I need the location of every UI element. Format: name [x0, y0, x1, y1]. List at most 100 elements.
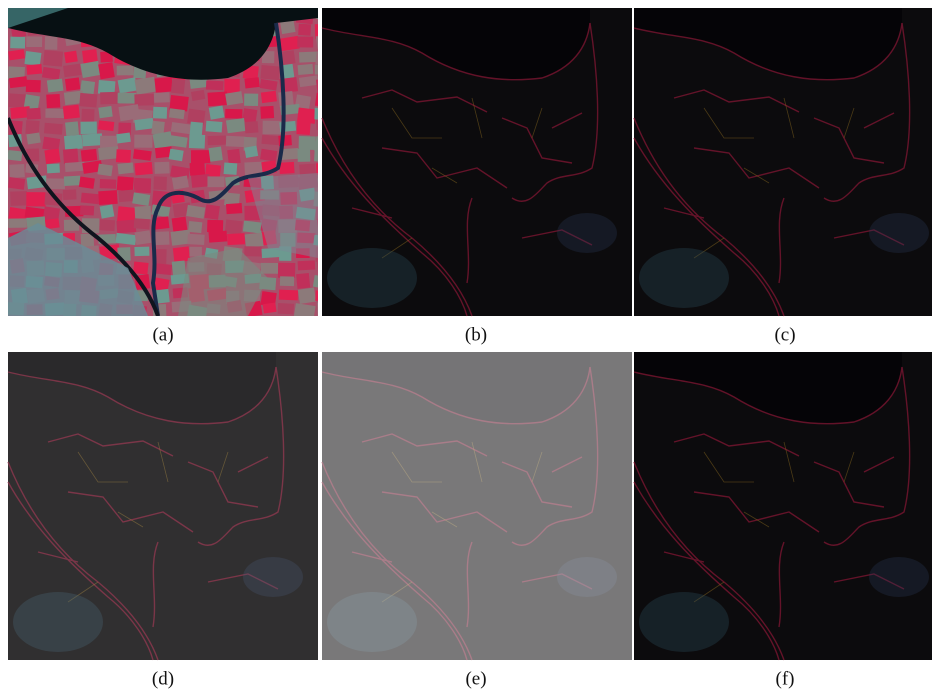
field-texture: [98, 62, 115, 79]
field-texture: [279, 290, 298, 301]
caption: (d): [152, 668, 174, 689]
field-texture: [134, 118, 154, 131]
field-texture: [46, 94, 60, 108]
field-texture: [100, 92, 119, 105]
field-texture: [118, 93, 137, 104]
field-texture: [80, 122, 96, 134]
field-texture: [97, 164, 112, 177]
field-texture: [260, 65, 280, 80]
field-texture: [99, 219, 115, 231]
field-texture: [152, 131, 173, 149]
field-texture: [65, 121, 79, 136]
caption: (c): [774, 324, 795, 345]
field-texture: [135, 206, 152, 220]
field-texture: [63, 149, 79, 165]
field-texture: [10, 37, 25, 49]
field-texture: [263, 121, 283, 135]
field-texture: [10, 191, 27, 206]
figure: (a) (b) (c) (d) (e) (f): [0, 0, 932, 695]
field-texture: [100, 179, 117, 189]
field-texture: [133, 261, 148, 274]
field-texture: [98, 106, 112, 118]
field-texture: [244, 121, 258, 133]
field-texture: [297, 36, 313, 47]
field-texture: [117, 66, 134, 76]
field-texture: [98, 190, 117, 205]
image-f: [634, 352, 932, 660]
field-texture: [206, 80, 224, 90]
field-texture: [64, 135, 83, 150]
caption: (e): [465, 668, 486, 689]
field-texture: [45, 36, 58, 50]
field-texture: [9, 76, 28, 88]
field-texture: [209, 231, 228, 243]
field-texture: [190, 162, 206, 175]
field-texture: [244, 146, 258, 158]
field-texture: [298, 288, 316, 304]
field-texture: [207, 92, 227, 107]
field-texture: [244, 246, 261, 256]
field-texture: [26, 80, 41, 93]
field-texture: [134, 162, 152, 176]
field-texture: [278, 303, 294, 314]
field-texture: [296, 120, 310, 135]
field-texture: [296, 273, 310, 289]
field-texture: [26, 64, 42, 75]
field-texture: [153, 107, 167, 119]
field-texture: [206, 121, 223, 133]
caption: (f): [776, 668, 795, 689]
field-texture: [154, 92, 170, 103]
field-texture: [171, 79, 185, 94]
field-texture: [298, 260, 316, 270]
caption: (b): [465, 324, 487, 345]
field-texture: [135, 77, 157, 95]
field-texture: [81, 149, 98, 162]
image-b: [322, 8, 632, 316]
field-texture: [154, 162, 169, 174]
field-texture: [243, 221, 262, 234]
field-texture: [188, 221, 202, 233]
field-texture: [80, 61, 100, 78]
field-texture: [43, 50, 63, 67]
field-texture: [172, 217, 188, 232]
field-texture: [173, 246, 190, 262]
field-texture: [209, 147, 223, 162]
field-texture: [207, 220, 223, 233]
field-texture: [205, 204, 220, 219]
figure-canvas: (a) (b) (c) (d) (e) (f): [0, 0, 932, 695]
field-texture: [225, 91, 243, 105]
field-texture: [134, 135, 152, 148]
field-texture: [134, 218, 150, 229]
field-texture: [26, 132, 40, 144]
field-texture: [169, 108, 185, 119]
field-texture: [47, 79, 64, 93]
field-texture: [45, 109, 65, 118]
field-texture: [63, 105, 80, 120]
field-texture: [44, 123, 63, 135]
field-texture: [187, 234, 204, 245]
field-texture: [224, 79, 240, 93]
field-texture: [116, 133, 131, 144]
image-e: [322, 352, 632, 660]
field-texture: [227, 149, 241, 164]
field-texture: [225, 219, 243, 234]
field-texture: [297, 149, 310, 162]
field-texture: [44, 149, 60, 164]
field-texture: [298, 24, 311, 36]
field-texture: [189, 134, 205, 148]
field-texture: [263, 303, 277, 314]
field-texture: [226, 118, 246, 133]
field-texture: [298, 64, 314, 75]
field-texture: [45, 218, 60, 229]
field-texture: [9, 164, 25, 178]
image-d: [8, 352, 318, 660]
field-texture: [226, 203, 242, 214]
field-texture: [261, 263, 279, 274]
field-texture: [116, 220, 136, 234]
field-texture: [134, 247, 149, 256]
field-texture: [191, 150, 210, 163]
field-texture: [64, 51, 78, 64]
field-texture: [261, 91, 277, 103]
field-texture: [80, 205, 94, 215]
field-texture: [79, 177, 95, 189]
